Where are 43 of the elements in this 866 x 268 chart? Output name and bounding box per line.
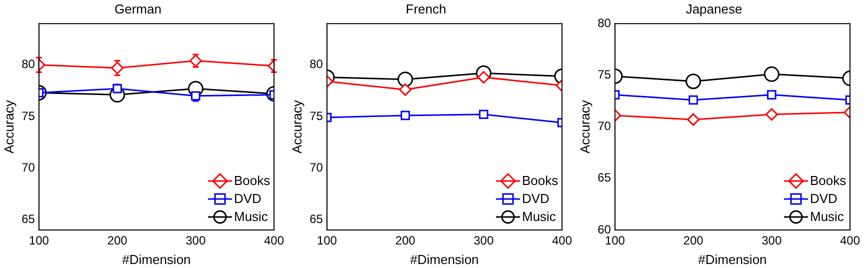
legend-label: Music bbox=[522, 208, 556, 226]
x-tick-label: 200 bbox=[683, 234, 704, 248]
y-tick-label: 80 bbox=[598, 16, 612, 30]
x-tick-label: 100 bbox=[604, 234, 626, 248]
x-tick-label: 300 bbox=[186, 234, 206, 248]
legend-label: Music bbox=[810, 208, 844, 226]
legend-label: DVD bbox=[810, 190, 838, 208]
legend-label: Books bbox=[810, 172, 846, 190]
x-tick-label: 300 bbox=[474, 234, 494, 248]
y-tick-label: 65 bbox=[598, 170, 612, 185]
x-axis-title: #Dimension bbox=[122, 252, 191, 267]
x-axis-title: #Dimension bbox=[410, 252, 479, 267]
x-tick-label: 400 bbox=[264, 234, 284, 248]
y-tick-label: 60 bbox=[598, 222, 612, 236]
x-tick-label: 200 bbox=[395, 234, 416, 248]
chart-title: German bbox=[114, 1, 162, 16]
y-axis-title: Accuracy bbox=[289, 100, 304, 154]
chart-title: Japanese bbox=[686, 1, 742, 16]
x-tick-label: 400 bbox=[552, 234, 572, 248]
y-tick-label: 80 bbox=[22, 57, 36, 72]
y-tick-label: 75 bbox=[310, 108, 324, 123]
y-axis-title: Accuracy bbox=[577, 100, 592, 154]
y-tick-label: 75 bbox=[598, 68, 612, 82]
y-tick-label: 80 bbox=[310, 57, 324, 72]
x-tick-label: 100 bbox=[28, 234, 50, 248]
legend-label: DVD bbox=[234, 190, 262, 208]
x-tick-label: 300 bbox=[762, 234, 782, 248]
x-tick-label: 200 bbox=[107, 234, 128, 248]
y-tick-label: 70 bbox=[22, 160, 36, 174]
legend-label: Books bbox=[234, 172, 270, 190]
x-tick-label: 100 bbox=[316, 234, 338, 248]
x-axis-title: #Dimension bbox=[698, 252, 767, 267]
y-tick-label: 70 bbox=[310, 160, 324, 174]
chart-title: French bbox=[406, 1, 446, 16]
legend-label: Books bbox=[522, 172, 558, 190]
x-tick-label: 400 bbox=[840, 234, 860, 248]
y-axis-title: Accuracy bbox=[1, 100, 16, 154]
y-tick-label: 65 bbox=[310, 212, 324, 226]
y-tick-label: 75 bbox=[22, 108, 36, 123]
y-tick-label: 65 bbox=[22, 212, 36, 226]
legend-label: DVD bbox=[522, 190, 550, 208]
y-tick-label: 70 bbox=[598, 119, 612, 134]
legend-label: Music bbox=[234, 208, 268, 226]
